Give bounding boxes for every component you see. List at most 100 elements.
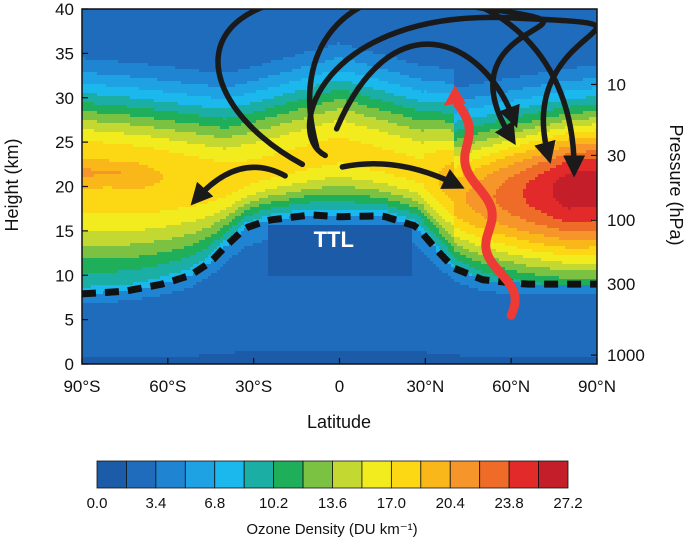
contour-cell (112, 51, 116, 55)
contour-cell (451, 54, 455, 58)
contour-cell (145, 93, 149, 97)
contour-cell (418, 12, 422, 16)
contour-cell (316, 42, 320, 46)
contour-cell (109, 15, 113, 19)
contour-cell (292, 54, 296, 58)
contour-cell (367, 36, 371, 40)
contour-cell (160, 84, 164, 88)
contour-cell (355, 39, 359, 43)
contour-cell (373, 30, 377, 34)
contour-cell (361, 18, 365, 22)
contour-cell (301, 72, 305, 76)
contour-cell (451, 72, 455, 76)
contour-cell (322, 75, 326, 79)
contour-cell (274, 57, 278, 61)
contour-cell (526, 90, 530, 94)
contour-cell (385, 18, 389, 22)
contour-cell (283, 90, 287, 94)
contour-cell (85, 69, 89, 73)
contour-cell (163, 57, 167, 61)
contour-cell (574, 60, 578, 64)
contour-cell (517, 45, 521, 49)
contour-cell (274, 54, 278, 58)
contour-cell (484, 57, 488, 61)
contour-cell (433, 78, 437, 82)
contour-cell (112, 18, 116, 22)
contour-cell (271, 24, 275, 28)
contour-cell (442, 78, 446, 82)
contour-cell (511, 93, 515, 97)
contour-cell (142, 93, 146, 97)
contour-cell (181, 81, 185, 85)
contour-cell (568, 30, 572, 34)
contour-cell (283, 78, 287, 82)
contour-cell (148, 27, 152, 31)
contour-cell (460, 75, 464, 79)
contour-cell (136, 63, 140, 67)
contour-cell (85, 93, 89, 97)
contour-cell (397, 60, 401, 64)
contour-cell (538, 30, 542, 34)
contour-cell (172, 66, 176, 70)
contour-cell (409, 75, 413, 79)
contour-cell (196, 45, 200, 49)
contour-cell (127, 54, 131, 58)
contour-cell (223, 66, 227, 70)
contour-cell (136, 15, 140, 19)
contour-cell (364, 60, 368, 64)
contour-cell (460, 30, 464, 34)
contour-cell (310, 33, 314, 37)
contour-cell (97, 27, 101, 31)
contour-cell (325, 51, 329, 55)
contour-cell (202, 66, 206, 70)
contour-cell (463, 63, 467, 67)
contour-cell (226, 57, 230, 61)
contour-cell (256, 54, 260, 58)
contour-cell (178, 36, 182, 40)
contour-cell (241, 48, 245, 52)
contour-cell (571, 87, 575, 91)
contour-cell (118, 42, 122, 46)
contour-cell (322, 24, 326, 28)
contour-cell (157, 15, 161, 19)
contour-cell (313, 45, 317, 49)
contour-cell (214, 30, 218, 34)
contour-cell (151, 72, 155, 76)
contour-cell (190, 15, 194, 19)
contour-cell (229, 75, 233, 79)
contour-cell (181, 93, 185, 97)
contour-cell (316, 24, 320, 28)
contour-cell (289, 72, 293, 76)
contour-cell (388, 39, 392, 43)
contour-cell (385, 51, 389, 55)
contour-cell (394, 42, 398, 46)
contour-cell (217, 90, 221, 94)
contour-cell (127, 39, 131, 43)
contour-cell (394, 21, 398, 25)
contour-cell (562, 78, 566, 82)
contour-cell (232, 81, 236, 85)
contour-cell (298, 93, 302, 97)
contour-cell (358, 24, 362, 28)
contour-cell (505, 30, 509, 34)
contour-cell (580, 63, 584, 67)
contour-cell (415, 84, 419, 88)
contour-cell (241, 27, 245, 31)
contour-cell (127, 60, 131, 64)
contour-cell (289, 21, 293, 25)
contour-cell (106, 51, 110, 55)
contour-cell (343, 30, 347, 34)
contour-cell (421, 36, 425, 40)
contour-cell (202, 72, 206, 76)
contour-cell (553, 30, 557, 34)
contour-cell (319, 15, 323, 19)
contour-cell (214, 33, 218, 37)
contour-cell (577, 81, 581, 85)
contour-cell (439, 54, 443, 58)
contour-cell (277, 27, 281, 31)
contour-cell (541, 90, 545, 94)
contour-cell (211, 12, 215, 16)
contour-cell (115, 18, 119, 22)
contour-cell (91, 60, 95, 64)
contour-cell (328, 15, 332, 19)
